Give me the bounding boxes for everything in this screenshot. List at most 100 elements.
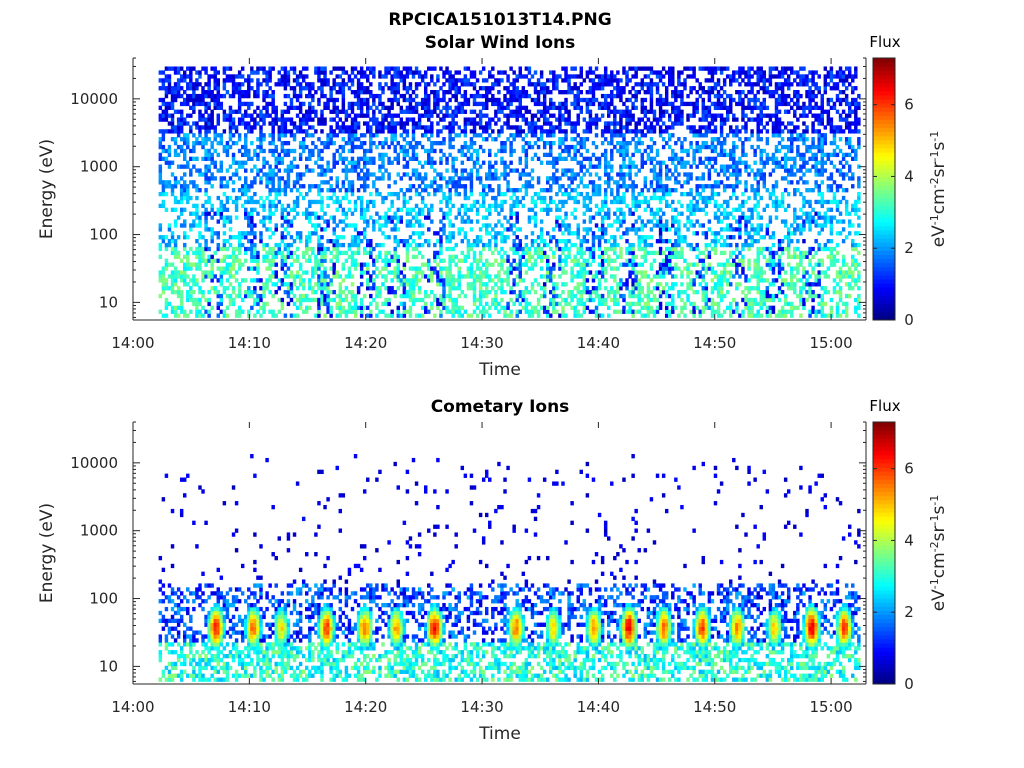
heatmap-cell: [478, 254, 483, 260]
heatmap-cell: [549, 160, 553, 165]
heatmap-cell: [488, 121, 492, 126]
heatmap-cell: [216, 90, 220, 95]
heatmap-cell: [320, 113, 324, 118]
heatmap-cell: [192, 66, 196, 71]
heatmap-cell: [335, 242, 339, 248]
heatmap-cell: [372, 184, 376, 189]
heatmap-cell: [280, 160, 285, 165]
heatmap-cell: [375, 117, 379, 122]
heatmap-cell: [524, 140, 529, 146]
heatmap-cell: [195, 86, 199, 91]
heatmap-cell: [387, 215, 391, 220]
heatmap-cell: [298, 176, 303, 181]
heatmap-cell: [527, 78, 532, 83]
heatmap-cell: [268, 266, 272, 271]
heatmap-cell: [533, 121, 538, 126]
heatmap-cell: [381, 274, 385, 279]
heatmap-cell: [198, 125, 202, 130]
heatmap-cell: [210, 258, 214, 263]
heatmap-cell: [616, 86, 620, 91]
heatmap-cell: [567, 246, 571, 252]
heatmap-cell: [582, 129, 587, 134]
heatmap-cell: [320, 235, 324, 240]
heatmap-cell: [247, 239, 251, 244]
heatmap-cell: [381, 121, 385, 126]
heatmap-cell: [454, 215, 458, 220]
heatmap-cell: [466, 239, 471, 244]
heatmap-cell: [414, 86, 419, 91]
heatmap-cell: [369, 93, 373, 99]
heatmap-cell: [558, 105, 562, 111]
heatmap-cell: [545, 140, 550, 146]
heatmap-cell: [353, 301, 358, 307]
heatmap-cell: [222, 117, 227, 122]
heatmap-cell: [286, 148, 291, 154]
heatmap-cell: [515, 262, 519, 267]
heatmap-cell: [286, 282, 291, 287]
heatmap-cell: [509, 168, 513, 173]
heatmap-cell: [341, 97, 346, 103]
heatmap-cell: [164, 113, 169, 118]
heatmap-cell: [183, 121, 187, 126]
heatmap-cell: [183, 282, 187, 287]
heatmap-cell: [484, 270, 489, 275]
heatmap-cell: [414, 242, 419, 248]
heatmap-cell: [637, 262, 641, 267]
heatmap-cell: [344, 156, 349, 161]
heatmap-cell: [582, 239, 587, 244]
heatmap-cell: [158, 97, 163, 103]
heatmap-cell: [402, 203, 407, 209]
heatmap-cell: [463, 129, 468, 134]
heatmap-cell: [570, 195, 574, 201]
heatmap-cell: [408, 86, 413, 91]
heatmap-cell: [524, 250, 529, 256]
heatmap-cell: [359, 266, 364, 271]
heatmap-cell: [573, 101, 577, 107]
heatmap-cell: [552, 199, 556, 205]
heatmap-cell: [488, 152, 492, 158]
heatmap-cell: [603, 195, 608, 201]
heatmap-cell: [628, 270, 632, 275]
heatmap-cell: [298, 235, 303, 240]
heatmap-cell: [506, 219, 510, 224]
heatmap-cell: [359, 297, 364, 303]
heatmap-cell: [506, 254, 510, 260]
heatmap-cell: [552, 78, 556, 83]
heatmap-cell: [445, 235, 449, 240]
heatmap-cell: [591, 250, 596, 256]
heatmap-cell: [600, 223, 605, 228]
heatmap-cell: [442, 176, 446, 181]
heatmap-cell: [603, 270, 608, 275]
heatmap-cell: [427, 109, 431, 114]
heatmap-cell: [555, 168, 559, 173]
heatmap-cell: [625, 309, 629, 314]
heatmap-cell: [619, 140, 623, 146]
heatmap-cell: [539, 305, 544, 310]
heatmap-cell: [582, 270, 587, 275]
heatmap-cell: [506, 278, 510, 283]
heatmap-cell: [372, 258, 376, 263]
heatmap-cell: [347, 129, 352, 134]
heatmap-cell: [536, 97, 541, 103]
heatmap-cell: [506, 101, 510, 107]
heatmap-cell: [359, 207, 364, 212]
heatmap-cell: [625, 282, 629, 287]
heatmap-cell: [402, 152, 407, 158]
heatmap-cell: [384, 74, 388, 79]
heatmap-cell: [423, 262, 428, 267]
heatmap-cell: [393, 227, 397, 232]
heatmap-cell: [350, 235, 355, 240]
heatmap-cell: [411, 274, 416, 279]
heatmap-cell: [521, 144, 526, 150]
heatmap-cell: [240, 144, 245, 150]
heatmap-cell: [369, 239, 373, 244]
heatmap-cell: [637, 168, 641, 173]
heatmap-cell: [210, 156, 214, 161]
heatmap-cell: [509, 195, 513, 201]
heatmap-cell: [500, 282, 504, 287]
heatmap-cell: [466, 270, 471, 275]
heatmap-cell: [469, 242, 474, 248]
heatmap-cell: [457, 184, 461, 189]
heatmap-cell: [393, 180, 397, 185]
